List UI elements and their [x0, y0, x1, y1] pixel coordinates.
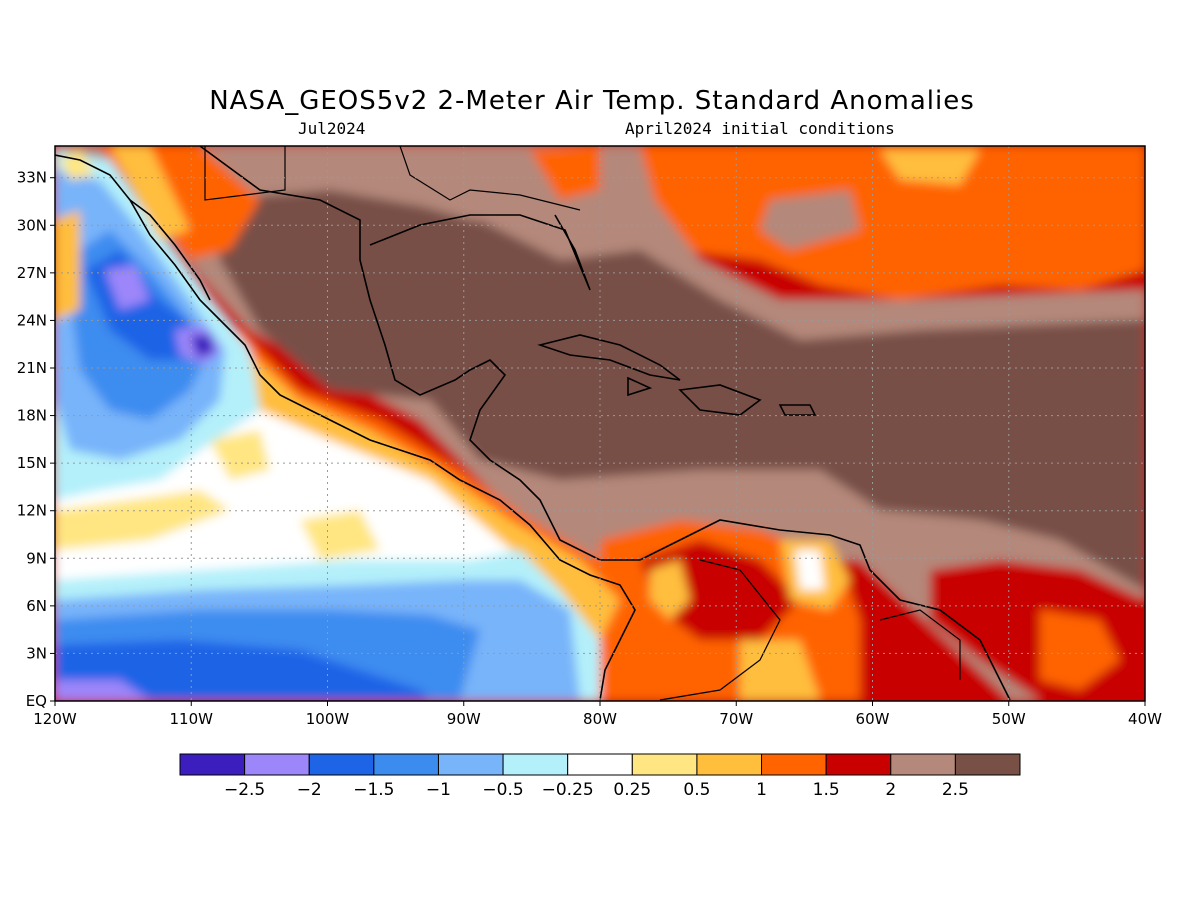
- colorbar-label: 0.25: [613, 780, 651, 800]
- colorbar-label: 0.5: [683, 780, 710, 800]
- lat-axis: EQ 3N 6N 9N 12N 15N 18N 21N 24N 27N 30N 33N: [17, 169, 55, 710]
- colorbar-swatch: [373, 753, 439, 776]
- colorbar-swatch: [179, 753, 246, 776]
- colorbar-swatch: [631, 753, 698, 776]
- initial-conditions: April2024 initial conditions: [625, 119, 895, 138]
- lat-tick-label: 21N: [17, 359, 47, 377]
- lat-tick-label: 9N: [26, 549, 47, 567]
- lat-tick-label: EQ: [26, 692, 47, 710]
- colorbar-swatch: [502, 753, 569, 776]
- colorbar-swatch: [696, 753, 763, 776]
- lat-tick-label: 12N: [17, 502, 47, 520]
- lat-tick-label: 33N: [17, 169, 47, 187]
- colorbar: −2.5 −2 −1.5 −1 −0.5 −0.25 0.25 0.5 1 1.5 2 2.5: [179, 753, 1021, 800]
- lon-tick-label: 90W: [447, 710, 481, 728]
- colorbar-swatch: [308, 753, 375, 776]
- lat-tick-label: 30N: [17, 216, 47, 234]
- lon-tick-label: 100W: [306, 710, 350, 728]
- lat-tick-label: 6N: [26, 597, 47, 615]
- colorbar-swatch: [437, 753, 504, 776]
- lat-tick-label: 27N: [17, 264, 47, 282]
- coastlines: [55, 146, 1011, 701]
- colorbar-label: −0.5: [482, 780, 523, 800]
- lat-tick-label: 3N: [26, 644, 47, 662]
- valid-date: Jul2024: [298, 119, 366, 138]
- colorbar-swatch: [825, 753, 892, 776]
- lon-tick-label: 80W: [583, 710, 617, 728]
- lon-tick-label: 110W: [170, 710, 214, 728]
- colorbar-swatch: [244, 753, 310, 776]
- colorbar-label: 1: [756, 780, 767, 800]
- colorbar-label: 2.5: [942, 780, 969, 800]
- colorbar-label: −1: [426, 780, 451, 800]
- lat-tick-label: 15N: [17, 454, 47, 472]
- lon-tick-label: 60W: [856, 710, 890, 728]
- colorbar-label: −2.5: [224, 780, 265, 800]
- map-title: NASA_GEOS5v2 2-Meter Air Temp. Standard …: [209, 86, 975, 116]
- colorbar-label: 2: [885, 780, 896, 800]
- lon-tick-label: 70W: [719, 710, 753, 728]
- colorbar-swatch: [890, 753, 956, 776]
- lon-tick-label: 120W: [33, 710, 77, 728]
- graticule: [55, 146, 1145, 701]
- colorbar-swatch: [954, 753, 1021, 776]
- lon-axis: 120W 110W 100W 90W 80W 70W 60W 50W 40W: [33, 701, 1162, 728]
- lat-tick-label: 24N: [17, 311, 47, 329]
- colorbar-swatch: [567, 753, 633, 776]
- colorbar-swatch: [761, 753, 827, 776]
- lon-tick-label: 40W: [1128, 710, 1162, 728]
- lon-tick-label: 50W: [992, 710, 1026, 728]
- colorbar-label: 1.5: [813, 780, 840, 800]
- colorbar-label: −2: [297, 780, 322, 800]
- lat-tick-label: 18N: [17, 407, 47, 425]
- colorbar-label: −0.25: [542, 780, 594, 800]
- colorbar-label: −1.5: [353, 780, 394, 800]
